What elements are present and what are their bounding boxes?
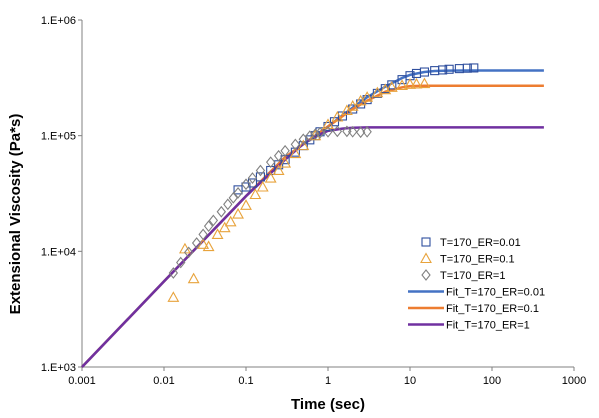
diamond-data-point xyxy=(228,191,239,204)
diamond-data-point xyxy=(255,164,266,177)
diamond-data-point xyxy=(298,133,309,146)
legend-diamond-symbol xyxy=(421,269,431,281)
y-tick-label: 1.E+06 xyxy=(41,15,76,27)
diamond-data-point xyxy=(342,125,352,138)
triangle-data-point xyxy=(202,240,215,252)
square-data-point xyxy=(444,64,454,74)
triangle-data-point xyxy=(361,91,374,102)
x-tick-label: 0.001 xyxy=(68,375,96,387)
triangle-data-point xyxy=(249,188,262,200)
y-tick-label: 1.E+04 xyxy=(41,246,76,258)
diamond-data-point xyxy=(198,228,208,241)
plot-area: 0.001 0.01 0.1 1 10 100 1000 1.E+03 1.E+04 1.E+05… xyxy=(41,15,586,387)
diamond-data-point xyxy=(315,126,325,139)
y-tick-label: 1.E+03 xyxy=(41,362,76,374)
diamond-data-point xyxy=(176,256,186,269)
triangle-data-point xyxy=(232,207,244,219)
square-data-point xyxy=(462,63,472,73)
diamond-data-point xyxy=(362,125,372,138)
triangle-data-point xyxy=(167,291,180,302)
triangle-data-point xyxy=(396,79,408,90)
legend-label: T=170_ER=0.01 xyxy=(440,237,521,249)
triangle-data-point xyxy=(322,118,334,130)
diamond-data-point xyxy=(168,267,179,279)
axis-ticks: 0.001 0.01 0.1 1 10 100 1000 1.E+03 1.E+04 1.E+05… xyxy=(41,15,586,387)
legend-label: Fit_T=170_ER=1 xyxy=(446,320,530,332)
diamond-data-point xyxy=(183,246,194,259)
legend-label: T=170_ER=1 xyxy=(440,270,505,282)
triangle-data-point xyxy=(346,100,359,111)
square-data-point xyxy=(387,80,397,90)
triangle-data-point xyxy=(272,164,285,176)
diamond-data-point xyxy=(203,220,214,233)
diamond-data-point xyxy=(216,205,227,218)
diamond-data-point xyxy=(280,144,290,157)
triangle-data-point xyxy=(371,86,384,98)
x-tick-label: 1 xyxy=(325,375,331,387)
diamond-data-point xyxy=(332,125,343,138)
legend-square-symbol xyxy=(421,237,431,247)
legend-label: Fit_T=170_ER=0.1 xyxy=(446,303,539,315)
diamond-data-point xyxy=(241,178,251,191)
triangle-data-point xyxy=(187,272,200,284)
diamond-data-point xyxy=(233,187,243,199)
diamond-data-point xyxy=(290,138,301,151)
square-data-point xyxy=(255,172,265,182)
triangle-data-point xyxy=(240,199,252,210)
diamond-data-point xyxy=(265,156,276,169)
x-tick-label: 1000 xyxy=(562,375,586,387)
triangle-data-point xyxy=(256,180,269,192)
triangle-data-point xyxy=(211,228,224,239)
square-data-point xyxy=(419,67,429,77)
diamond-data-point xyxy=(310,128,321,141)
diamond-data-point xyxy=(247,172,258,184)
legend-label: T=170_ER=0.1 xyxy=(440,254,515,266)
diamond-data-point xyxy=(305,130,315,143)
diamond-data-point xyxy=(355,126,366,139)
square-data-point xyxy=(337,111,347,121)
x-tick-label: 10 xyxy=(404,375,416,387)
x-tick-label: 0.1 xyxy=(238,375,253,387)
triangle-data-point xyxy=(404,78,416,89)
diamond-data-point xyxy=(347,125,358,138)
triangle-data-point xyxy=(289,147,302,159)
triangle-data-point xyxy=(218,221,231,233)
diamond-data-point xyxy=(323,125,333,138)
diamond-data-point xyxy=(223,198,233,211)
triangle-data-point xyxy=(410,77,423,89)
x-axis-title: Time (sec) xyxy=(291,396,365,413)
triangle-data-point xyxy=(224,215,237,227)
square-data-point xyxy=(438,65,448,75)
legend-triangle-symbol xyxy=(420,252,432,264)
triangle-data-point xyxy=(279,156,292,168)
triangle-data-point xyxy=(385,81,398,92)
triangle-data-point xyxy=(264,171,277,183)
triangle-data-point xyxy=(331,110,344,122)
triangle-data-point xyxy=(297,139,310,151)
triangle-data-point xyxy=(418,77,431,89)
y-tick-label: 1.E+05 xyxy=(41,131,76,143)
data-markers xyxy=(167,63,479,302)
x-tick-label: 100 xyxy=(483,375,501,387)
y-axis-title: Extensional Viscosity (Pa*s) xyxy=(7,114,24,315)
diamond-data-point xyxy=(273,149,284,162)
square-data-point xyxy=(469,63,479,73)
legend: T=170_ER=0.01 T=170_ER=0.1 T=170_ER=1 Fit_T… xyxy=(408,237,545,332)
diamond-data-point xyxy=(191,237,202,249)
diamond-data-point xyxy=(208,214,219,227)
x-tick-label: 0.01 xyxy=(153,375,174,387)
legend-label: Fit_T=170_ER=0.01 xyxy=(446,287,545,299)
